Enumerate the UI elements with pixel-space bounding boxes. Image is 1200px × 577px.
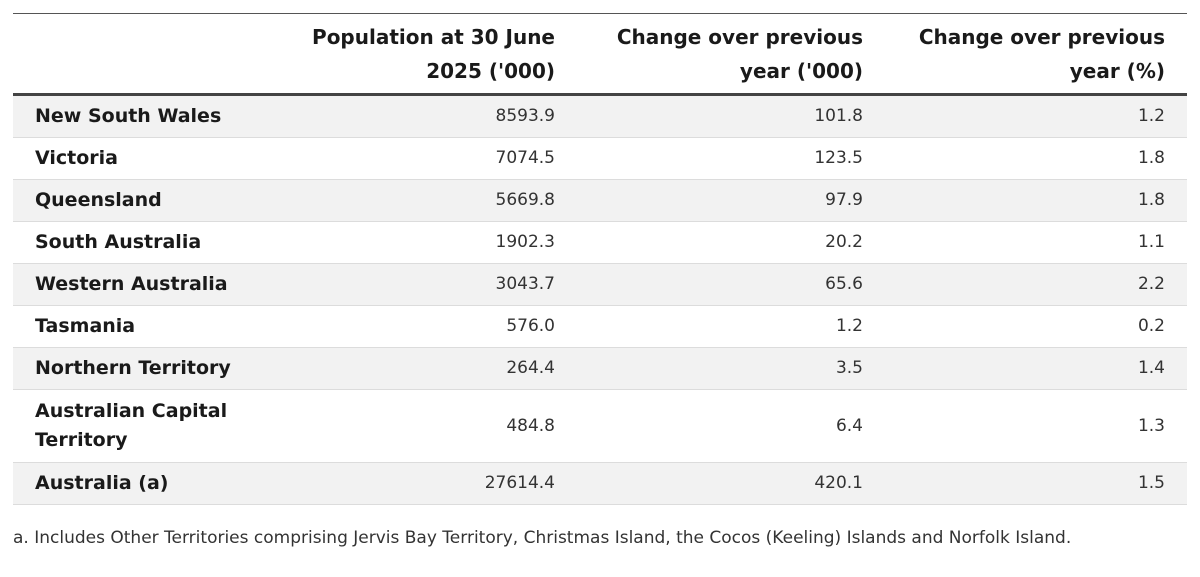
row-change-000: 65.6 [577,263,885,306]
row-change-pct: 1.8 [885,137,1187,180]
row-change-pct: 1.5 [885,462,1187,505]
row-population: 7074.5 [253,137,577,180]
header-change-pct: Change over previous year (%) [885,13,1187,96]
table-row: Tasmania 576.0 1.2 0.2 [13,305,1187,348]
row-region: South Australia [13,221,253,264]
row-change-pct: 1.8 [885,179,1187,222]
row-region: Victoria [13,137,253,180]
table-header: Population at 30 June 2025 ('000) Change… [13,13,1187,96]
row-population: 5669.8 [253,179,577,222]
table-row: Western Australia 3043.7 65.6 2.2 [13,263,1187,306]
row-region: New South Wales [13,94,253,138]
row-change-pct: 1.3 [885,389,1187,463]
population-table: Population at 30 June 2025 ('000) Change… [13,13,1187,505]
table-row: Northern Territory 264.4 3.5 1.4 [13,347,1187,390]
row-population: 8593.9 [253,94,577,138]
row-change-000: 97.9 [577,179,885,222]
row-change-000: 6.4 [577,389,885,463]
row-change-000: 123.5 [577,137,885,180]
row-population: 1902.3 [253,221,577,264]
table-row: Victoria 7074.5 123.5 1.8 [13,137,1187,180]
table-row: Australian Capital Territory 484.8 6.4 1… [13,389,1187,463]
table-row-total: Australia (a) 27614.4 420.1 1.5 [13,462,1187,505]
table-body: New South Wales 8593.9 101.8 1.2 Victori… [13,94,1187,505]
row-population: 484.8 [253,389,577,463]
row-change-000: 3.5 [577,347,885,390]
table-row: South Australia 1902.3 20.2 1.1 [13,221,1187,264]
row-change-000: 420.1 [577,462,885,505]
row-change-pct: 1.4 [885,347,1187,390]
row-change-000: 101.8 [577,94,885,138]
row-region: Australian Capital Territory [13,389,253,463]
row-change-000: 1.2 [577,305,885,348]
header-change-000: Change over previous year ('000) [577,13,885,96]
row-change-pct: 1.2 [885,94,1187,138]
header-row: Population at 30 June 2025 ('000) Change… [13,13,1187,96]
row-population: 27614.4 [253,462,577,505]
row-region: Australia (a) [13,462,253,505]
row-region: Tasmania [13,305,253,348]
row-region: Western Australia [13,263,253,306]
row-change-000: 20.2 [577,221,885,264]
row-population: 3043.7 [253,263,577,306]
population-table-container: Population at 30 June 2025 ('000) Change… [13,13,1187,505]
table-row: Queensland 5669.8 97.9 1.8 [13,179,1187,222]
row-change-pct: 1.1 [885,221,1187,264]
row-population: 576.0 [253,305,577,348]
row-change-pct: 0.2 [885,305,1187,348]
header-region [13,13,253,96]
row-region: Queensland [13,179,253,222]
table-row: New South Wales 8593.9 101.8 1.2 [13,94,1187,138]
row-change-pct: 2.2 [885,263,1187,306]
header-population: Population at 30 June 2025 ('000) [253,13,577,96]
row-region: Northern Territory [13,347,253,390]
row-population: 264.4 [253,347,577,390]
footnote: a. Includes Other Territories comprising… [13,528,1072,548]
